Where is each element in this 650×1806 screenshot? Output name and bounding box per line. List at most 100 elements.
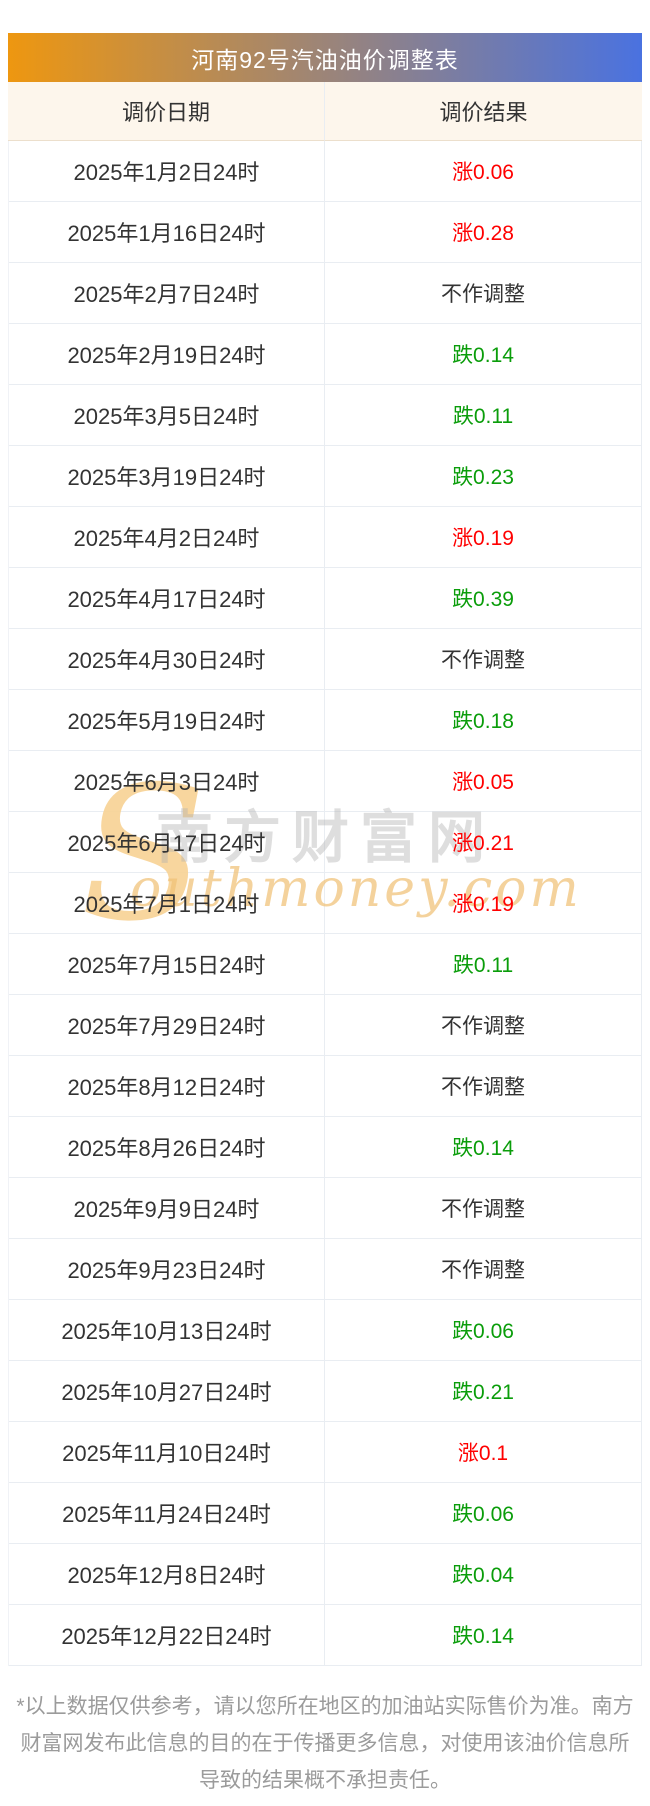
date-cell: 2025年1月2日24时 bbox=[9, 141, 325, 202]
table-row: 2025年1月2日24时 涨0.06 bbox=[9, 141, 641, 202]
date-cell: 2025年4月2日24时 bbox=[9, 507, 325, 568]
row-result: 不作调整 bbox=[441, 1015, 525, 1038]
table-row: 2025年12月8日24时 跌0.04 bbox=[9, 1544, 641, 1605]
date-cell: 2025年7月15日24时 bbox=[9, 934, 325, 995]
row-date: 2025年9月9日24时 bbox=[73, 1197, 260, 1222]
date-cell: 2025年6月3日24时 bbox=[9, 751, 325, 812]
result-cell: 涨0.05 bbox=[325, 751, 641, 812]
result-cell: 跌0.23 bbox=[325, 446, 641, 507]
result-cell: 不作调整 bbox=[325, 1178, 641, 1239]
row-result: 不作调整 bbox=[441, 283, 525, 306]
table-row: 2025年9月9日24时 不作调整 bbox=[9, 1178, 641, 1239]
table-row: 2025年10月27日24时 跌0.21 bbox=[9, 1361, 641, 1422]
result-cell: 涨0.1 bbox=[325, 1422, 641, 1483]
table-row: 2025年4月17日24时 跌0.39 bbox=[9, 568, 641, 629]
table-row: 2025年8月26日24时 跌0.14 bbox=[9, 1117, 641, 1178]
row-date: 2025年5月19日24时 bbox=[67, 709, 266, 734]
row-date: 2025年8月12日24时 bbox=[67, 1075, 266, 1100]
row-date: 2025年11月24日24时 bbox=[62, 1502, 271, 1527]
table-row: 2025年10月13日24时 跌0.06 bbox=[9, 1300, 641, 1361]
date-cell: 2025年5月19日24时 bbox=[9, 690, 325, 751]
date-cell: 2025年4月17日24时 bbox=[9, 568, 325, 629]
disclaimer-text: *以上数据仅供参考，请以您所在地区的加油站实际售价为准。南方财富网发布此信息的目… bbox=[16, 1695, 634, 1792]
row-date: 2025年10月27日24时 bbox=[61, 1380, 272, 1405]
date-cell: 2025年3月5日24时 bbox=[9, 385, 325, 446]
row-date: 2025年4月30日24时 bbox=[67, 648, 266, 673]
row-result: 涨0.28 bbox=[452, 222, 514, 245]
result-cell: 跌0.14 bbox=[325, 324, 641, 385]
table-row: 2025年9月23日24时 不作调整 bbox=[9, 1239, 641, 1300]
result-cell: 不作调整 bbox=[325, 995, 641, 1056]
date-cell: 2025年1月16日24时 bbox=[9, 202, 325, 263]
row-result: 跌0.21 bbox=[452, 1381, 514, 1404]
result-cell: 跌0.11 bbox=[325, 934, 641, 995]
table-header-row: 调价日期 调价结果 bbox=[8, 82, 642, 141]
date-cell: 2025年11月10日24时 bbox=[9, 1422, 325, 1483]
date-cell: 2025年9月9日24时 bbox=[9, 1178, 325, 1239]
table-title-bar: 河南92号汽油油价调整表 bbox=[8, 33, 642, 82]
row-date: 2025年3月19日24时 bbox=[67, 465, 266, 490]
result-cell: 跌0.06 bbox=[325, 1483, 641, 1544]
row-date: 2025年7月15日24时 bbox=[67, 953, 266, 978]
column-header-result: 调价结果 bbox=[325, 82, 642, 141]
date-cell: 2025年8月12日24时 bbox=[9, 1056, 325, 1117]
row-result: 跌0.11 bbox=[452, 405, 514, 428]
date-cell: 2025年12月8日24时 bbox=[9, 1544, 325, 1605]
row-result: 不作调整 bbox=[441, 1198, 525, 1221]
result-cell: 涨0.06 bbox=[325, 141, 641, 202]
result-cell: 跌0.14 bbox=[325, 1605, 641, 1666]
price-adjustment-table: 调价日期 调价结果 2025年1月2日24时 涨0.06 2025年1月16日2… bbox=[8, 82, 642, 1666]
table-row: 2025年8月12日24时 不作调整 bbox=[9, 1056, 641, 1117]
table-row: 2025年6月3日24时 涨0.05 bbox=[9, 751, 641, 812]
date-cell: 2025年2月19日24时 bbox=[9, 324, 325, 385]
result-cell: 不作调整 bbox=[325, 1056, 641, 1117]
row-date: 2025年7月29日24时 bbox=[67, 1014, 266, 1039]
row-date: 2025年3月5日24时 bbox=[73, 404, 260, 429]
result-cell: 不作调整 bbox=[325, 263, 641, 324]
row-date: 2025年12月8日24时 bbox=[67, 1563, 266, 1588]
result-cell: 跌0.11 bbox=[325, 385, 641, 446]
page-title: 河南92号汽油油价调整表 bbox=[191, 46, 459, 73]
row-date: 2025年1月2日24时 bbox=[73, 160, 260, 185]
row-result: 跌0.23 bbox=[452, 466, 514, 489]
table-row: 2025年4月2日24时 涨0.19 bbox=[9, 507, 641, 568]
row-result: 跌0.39 bbox=[452, 588, 514, 611]
table-row: 2025年7月29日24时 不作调整 bbox=[9, 995, 641, 1056]
date-cell: 2025年12月22日24时 bbox=[9, 1605, 325, 1666]
row-result: 跌0.06 bbox=[452, 1320, 514, 1343]
result-cell: 不作调整 bbox=[325, 1239, 641, 1300]
row-result: 跌0.14 bbox=[452, 344, 514, 367]
row-date: 2025年2月7日24时 bbox=[73, 282, 260, 307]
table-body: 2025年1月2日24时 涨0.06 2025年1月16日24时 涨0.28 2… bbox=[8, 141, 642, 1666]
row-result: 跌0.18 bbox=[452, 710, 514, 733]
result-cell: 涨0.19 bbox=[325, 507, 641, 568]
row-result: 涨0.1 bbox=[457, 1442, 509, 1465]
table-row: 2025年11月10日24时 涨0.1 bbox=[9, 1422, 641, 1483]
date-cell: 2025年7月1日24时 bbox=[9, 873, 325, 934]
table-row: 2025年7月15日24时 跌0.11 bbox=[9, 934, 641, 995]
table-row: 2025年3月5日24时 跌0.11 bbox=[9, 385, 641, 446]
row-result: 跌0.06 bbox=[452, 1503, 514, 1526]
table-row: 2025年5月19日24时 跌0.18 bbox=[9, 690, 641, 751]
result-cell: 跌0.39 bbox=[325, 568, 641, 629]
row-result: 跌0.14 bbox=[452, 1137, 514, 1160]
row-date: 2025年7月1日24时 bbox=[73, 892, 260, 917]
result-cell: 涨0.19 bbox=[325, 873, 641, 934]
row-result: 涨0.21 bbox=[452, 832, 514, 855]
row-date: 2025年6月3日24时 bbox=[73, 770, 260, 795]
table-row: 2025年7月1日24时 涨0.19 bbox=[9, 873, 641, 934]
row-result: 不作调整 bbox=[441, 1259, 525, 1282]
row-date: 2025年12月22日24时 bbox=[61, 1624, 272, 1649]
result-cell: 跌0.21 bbox=[325, 1361, 641, 1422]
row-date: 2025年6月17日24时 bbox=[67, 831, 266, 856]
date-cell: 2025年4月30日24时 bbox=[9, 629, 325, 690]
row-result: 跌0.14 bbox=[452, 1625, 514, 1648]
row-result: 涨0.06 bbox=[452, 161, 514, 184]
row-date: 2025年2月19日24时 bbox=[67, 343, 266, 368]
date-cell: 2025年6月17日24时 bbox=[9, 812, 325, 873]
table-row: 2025年2月7日24时 不作调整 bbox=[9, 263, 641, 324]
row-result: 不作调整 bbox=[441, 649, 525, 672]
table-row: 2025年11月24日24时 跌0.06 bbox=[9, 1483, 641, 1544]
table-row: 2025年3月19日24时 跌0.23 bbox=[9, 446, 641, 507]
table-row: 2025年6月17日24时 涨0.21 bbox=[9, 812, 641, 873]
